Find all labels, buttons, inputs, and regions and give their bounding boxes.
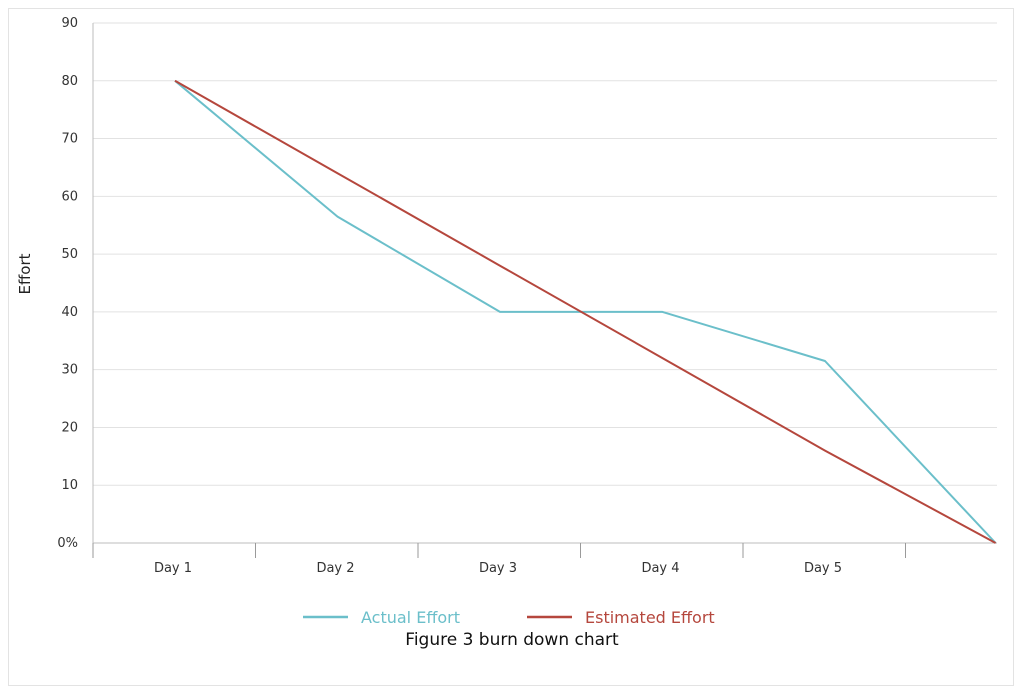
x-tick-label: Day 2 — [316, 561, 354, 576]
x-tick-label: Day 4 — [641, 561, 679, 576]
y-tick-label: 10 — [61, 478, 78, 493]
x-tick-label: Day 5 — [804, 561, 842, 576]
x-tick-label: Day 1 — [154, 561, 192, 576]
y-tick-label: 70 — [61, 132, 78, 147]
y-tick-label: 0% — [57, 536, 78, 551]
x-tick-labels: Day 1 Day 2 Day 3 Day 4 Day 5 — [154, 561, 842, 576]
series-lines — [174, 79, 997, 544]
grid-lines — [93, 22, 997, 486]
y-tick-label: 50 — [61, 247, 78, 262]
y-axis-label: Effort — [16, 253, 34, 294]
y-tick-labels: 0% 10 20 30 40 50 60 70 80 90 — [57, 16, 78, 551]
y-tick-label: 80 — [61, 74, 78, 89]
x-tick-label: Day 3 — [479, 561, 517, 576]
y-tick-label: 30 — [61, 363, 78, 378]
y-tick-label: 20 — [61, 420, 78, 435]
y-tick-label: 60 — [61, 189, 78, 204]
axes — [92, 23, 997, 558]
chart-frame — [8, 8, 1014, 686]
series-line-estimated-effort — [174, 79, 997, 544]
legend-label: Estimated Effort — [585, 608, 715, 627]
y-tick-label: 90 — [61, 16, 78, 31]
legend-label: Actual Effort — [361, 608, 460, 627]
legend: Actual Effort Estimated Effort — [303, 608, 715, 627]
figure-caption: Figure 3 burn down chart — [405, 630, 619, 650]
y-tick-label: 40 — [61, 305, 78, 320]
